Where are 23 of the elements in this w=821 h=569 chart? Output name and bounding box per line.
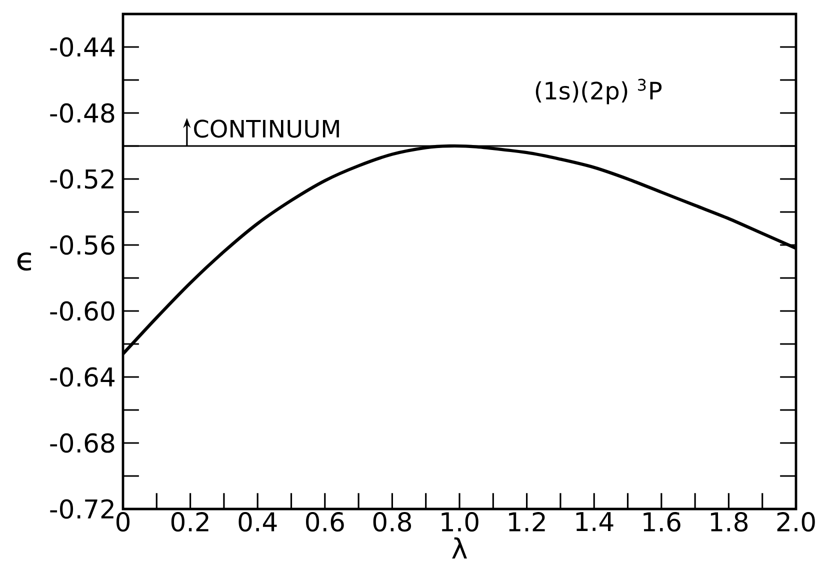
y-tick-label: -0.52	[50, 169, 114, 189]
ref-line-label: CONTINUUM	[194, 120, 339, 138]
x-tick-label: 1.8	[710, 512, 748, 532]
x-tick-label: 0.6	[306, 512, 344, 532]
x-tick-label: 2.0	[777, 512, 815, 532]
x-tick-label: 0.8	[373, 512, 412, 532]
x-tick-label: 0	[116, 512, 130, 532]
annotation: (1s)(2p) $^{3}$P	[536, 78, 662, 104]
y-tick-label: -0.72	[50, 499, 114, 519]
x-tick-label: 0.4	[238, 512, 277, 532]
x-tick-label: 1.4	[576, 512, 614, 531]
y-tick-label: -0.48	[50, 103, 114, 123]
y-tick-label: -0.64	[50, 367, 115, 387]
y-tick-label: -0.56	[50, 235, 114, 255]
x-axis-title: λ	[452, 537, 467, 559]
y-tick-label: -0.44	[50, 37, 115, 57]
x-tick-label: 1.2	[509, 512, 545, 532]
y-tick-label: -0.68	[50, 433, 114, 453]
y-axis-title: ϵ	[17, 252, 31, 271]
x-tick-label: 1.6	[644, 512, 680, 532]
y-tick-label: -0.60	[50, 301, 114, 321]
x-tick-label: 1.0	[442, 512, 478, 532]
x-tick-label: 0.2	[171, 512, 208, 532]
